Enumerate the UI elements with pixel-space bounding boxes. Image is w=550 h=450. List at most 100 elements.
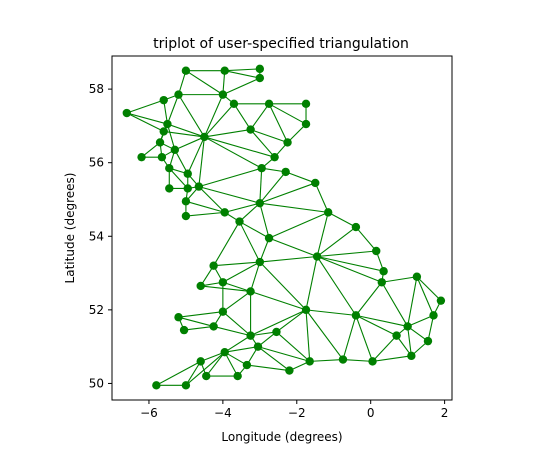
data-point bbox=[152, 381, 161, 390]
triangulation-edge bbox=[178, 311, 223, 318]
triangulation-edge bbox=[163, 130, 205, 138]
triangulation-edge bbox=[268, 103, 307, 125]
triangulation-edge bbox=[213, 221, 240, 266]
triangulation-edge bbox=[126, 112, 164, 132]
data-point bbox=[218, 90, 228, 99]
data-point bbox=[155, 138, 165, 147]
data-point bbox=[163, 119, 172, 129]
data-point bbox=[301, 119, 311, 129]
triangulation-edge bbox=[183, 325, 214, 331]
triangulation-points bbox=[122, 64, 446, 390]
data-point bbox=[220, 66, 229, 75]
triangulation-edge bbox=[126, 99, 164, 114]
triangulation-edge bbox=[355, 281, 383, 316]
data-point bbox=[312, 252, 322, 261]
triangulation-edge bbox=[203, 103, 235, 138]
triangulation-edge bbox=[239, 202, 261, 222]
data-point bbox=[220, 208, 229, 217]
triangulation-edge bbox=[250, 129, 288, 143]
triangulation-edge bbox=[224, 335, 251, 353]
triangulation-edge bbox=[185, 361, 202, 386]
data-point bbox=[174, 313, 183, 322]
triangulation-edge bbox=[250, 103, 270, 130]
triangulation-edge bbox=[259, 171, 287, 204]
data-point bbox=[170, 145, 180, 155]
data-point bbox=[392, 331, 401, 340]
data-point bbox=[429, 311, 438, 320]
data-point bbox=[351, 222, 361, 232]
triangulation-edge bbox=[276, 309, 307, 333]
triangulation-edge bbox=[407, 314, 434, 327]
triangulation-edge bbox=[174, 149, 189, 174]
data-point bbox=[368, 357, 377, 366]
x-axis: −6 −4 −2 0 2 bbox=[140, 400, 448, 420]
triangulation-edge bbox=[381, 281, 409, 327]
triangulation-edge bbox=[327, 211, 357, 228]
triangulation-edge bbox=[224, 351, 239, 377]
triangulation-edge bbox=[268, 211, 329, 239]
y-axis-label: Latitude (degrees) bbox=[63, 173, 77, 284]
data-point bbox=[183, 184, 192, 193]
triangulation-edge bbox=[314, 182, 329, 213]
data-point bbox=[436, 296, 446, 305]
data-point bbox=[174, 90, 183, 99]
data-point bbox=[165, 184, 174, 193]
triangulation-edge bbox=[233, 103, 252, 130]
triangulation-edge bbox=[381, 276, 417, 283]
triangulation-edge bbox=[204, 136, 275, 158]
data-point bbox=[159, 95, 168, 105]
triangulation-edge bbox=[204, 129, 251, 138]
triangulation-edge bbox=[416, 276, 442, 302]
data-point bbox=[246, 287, 255, 296]
triangulation-edge bbox=[222, 281, 251, 292]
data-point bbox=[181, 197, 191, 206]
triangulation-edge bbox=[224, 202, 260, 213]
triangulation-edge bbox=[257, 346, 290, 372]
y-tick-label: 52 bbox=[89, 303, 104, 317]
data-point bbox=[209, 322, 218, 331]
triangulation-edge bbox=[257, 346, 310, 362]
triangulation-edge bbox=[178, 94, 205, 138]
data-point bbox=[272, 327, 281, 337]
triangulation-edge bbox=[305, 309, 344, 360]
triangulation-edge bbox=[372, 355, 412, 362]
triangulation-edge bbox=[222, 77, 261, 96]
triangulation-edge bbox=[126, 112, 168, 125]
triangulation-edge bbox=[166, 123, 176, 150]
data-point bbox=[283, 138, 292, 147]
triangulation-edge bbox=[305, 309, 311, 362]
data-point bbox=[194, 182, 204, 191]
data-point bbox=[264, 99, 274, 109]
triangulation-edge bbox=[224, 351, 248, 366]
triangulation-edge bbox=[268, 237, 318, 258]
triangulation-edge bbox=[246, 364, 290, 372]
plot-area bbox=[122, 64, 446, 390]
data-point bbox=[305, 357, 314, 366]
data-point bbox=[196, 357, 205, 366]
data-point bbox=[301, 99, 311, 109]
triangulation-edge bbox=[168, 167, 189, 189]
y-axis: 50 52 54 56 58 bbox=[89, 82, 112, 390]
triangulation-edge bbox=[316, 256, 382, 283]
data-point bbox=[257, 164, 266, 173]
data-point bbox=[233, 371, 242, 381]
data-point bbox=[218, 278, 228, 287]
data-point bbox=[407, 351, 416, 361]
y-tick-label: 54 bbox=[89, 229, 104, 243]
data-point bbox=[242, 360, 252, 370]
axes-frame bbox=[111, 55, 453, 401]
data-point bbox=[181, 66, 191, 75]
triangulation-edge bbox=[156, 360, 201, 386]
triangulation-edge bbox=[250, 129, 276, 158]
triangulation-edge bbox=[309, 358, 344, 362]
data-point bbox=[351, 311, 361, 320]
data-point bbox=[255, 64, 265, 74]
triangulation-edge bbox=[416, 276, 435, 316]
data-point bbox=[377, 278, 386, 287]
triangulation-edge bbox=[200, 285, 251, 293]
triangulation-edge bbox=[198, 136, 205, 187]
y-tick-label: 58 bbox=[89, 82, 104, 96]
triangulation-edge bbox=[372, 335, 397, 362]
data-point bbox=[255, 198, 265, 208]
data-point bbox=[264, 233, 274, 243]
